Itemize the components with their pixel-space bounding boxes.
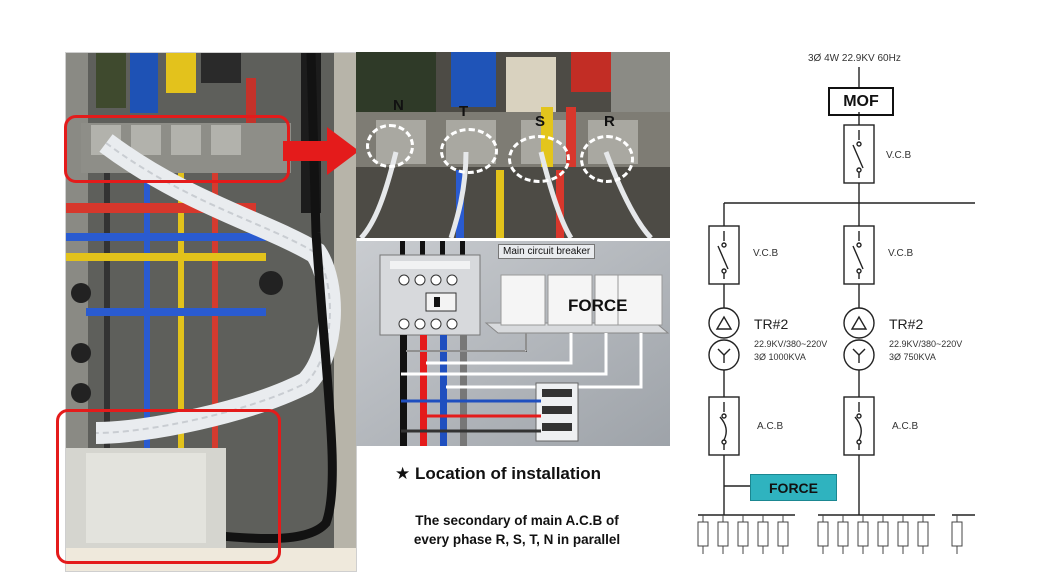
phase-label-r: R — [604, 113, 615, 130]
single-line-diagram — [697, 67, 975, 554]
supply-spec: 3Ø 4W 22.9KV 60Hz — [808, 53, 901, 64]
force-tag: FORCE — [750, 474, 837, 501]
branch2-tr-label: TR#2 — [889, 316, 924, 332]
marker-circle-t — [440, 128, 498, 174]
branch1-acb-label: A.C.B — [757, 421, 784, 432]
panel-photo — [65, 52, 357, 572]
feeder-breakers — [697, 515, 963, 554]
branch1-vcb-label: V.C.B — [753, 248, 779, 259]
mof-box: MOF — [828, 87, 894, 116]
location-desc-line2: every phase R, S, T, N in parallel — [413, 532, 621, 547]
main-vcb-label: V.C.B — [886, 150, 912, 161]
marker-circle-r — [580, 135, 634, 183]
branch1-spec1: 22.9KV/380~220V — [754, 339, 828, 349]
panel-photo-drawing — [66, 53, 356, 571]
branch2-spec2: 3Ø 750KVA — [889, 352, 936, 362]
marker-circle-n — [366, 124, 414, 168]
highlight-device — [56, 409, 281, 564]
location-title: ★ Location of installation — [395, 464, 601, 484]
phase-label-n: N — [393, 97, 404, 114]
branch2-vcb-label: V.C.B — [888, 248, 914, 259]
breaker-label: Main circuit breaker — [498, 244, 596, 259]
marker-circle-s — [508, 135, 570, 183]
location-title-text: Location of installation — [414, 464, 602, 483]
phase-label-t: T — [459, 103, 469, 120]
red-arrow-icon — [283, 127, 359, 175]
branch1-tr-label: TR#2 — [754, 316, 789, 332]
location-desc-line1: The secondary of main A.C.B of — [415, 513, 619, 528]
highlight-terminal — [64, 115, 290, 183]
phase-label-s: S — [535, 113, 546, 130]
branch2-spec1: 22.9KV/380~220V — [889, 339, 963, 349]
star-icon: ★ — [395, 464, 411, 483]
branch2-acb-label: A.C.B — [892, 421, 919, 432]
location-description: The secondary of main A.C.B of every pha… — [372, 511, 662, 549]
branch1-spec2: 3Ø 1000KVA — [754, 352, 806, 362]
installation-illustration — [356, 241, 670, 446]
illustration-drawing — [356, 241, 670, 446]
device-label: FORCE — [568, 296, 628, 315]
